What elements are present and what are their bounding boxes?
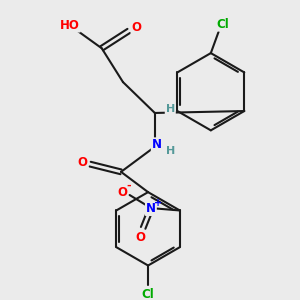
Text: O: O bbox=[135, 231, 145, 244]
Text: Cl: Cl bbox=[216, 18, 229, 31]
Text: O: O bbox=[117, 186, 127, 199]
Text: HO: HO bbox=[60, 19, 80, 32]
Text: O: O bbox=[131, 20, 142, 34]
Text: N: N bbox=[152, 138, 162, 151]
Text: N: N bbox=[146, 202, 156, 215]
Text: H: H bbox=[166, 146, 175, 156]
Text: +: + bbox=[154, 198, 162, 208]
Text: O: O bbox=[77, 156, 87, 169]
Text: -: - bbox=[126, 180, 131, 190]
Text: H: H bbox=[166, 104, 175, 114]
Text: Cl: Cl bbox=[142, 288, 154, 300]
